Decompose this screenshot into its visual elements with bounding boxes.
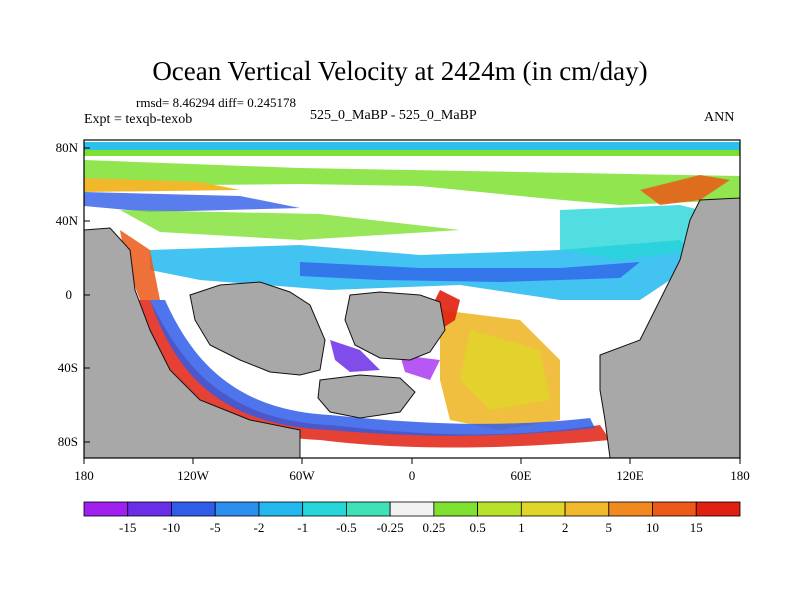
east-cyan: [560, 205, 720, 260]
land-central-west: [189, 281, 326, 376]
colorbar-swatch: [171, 501, 216, 517]
lon-tick-label: 120W: [177, 468, 210, 483]
colorbar-label: -15: [119, 520, 136, 535]
colorbar-swatch: [608, 501, 653, 517]
east-boundary-red: [640, 175, 730, 205]
colorbar-swatch: [127, 501, 172, 517]
colorbar-label: 1: [518, 520, 525, 535]
lon-tick-label: 120E: [616, 468, 644, 483]
south-ocean-yellow: [460, 330, 550, 410]
north-blue-band: [84, 192, 300, 212]
lat-axis: 80N 40N 0 40S 80S: [56, 140, 90, 449]
colorbar-label: -2: [254, 520, 265, 535]
colorbar-swatch: [520, 501, 566, 517]
colorbar-label: 5: [606, 520, 613, 535]
lon-axis: 180 120W 60W 0 60E 120E 180: [74, 458, 750, 483]
lon-tick-label: 180: [74, 468, 94, 483]
colorbar-label: -0.25: [377, 520, 404, 535]
arctic-band: [84, 142, 740, 152]
north-pacific-cyan: [84, 160, 740, 205]
land-east: [599, 197, 741, 459]
map-panel: [83, 139, 741, 459]
colorbar-swatch: [258, 501, 304, 517]
lat-tick-label: 80N: [56, 140, 79, 155]
plot-title: Ocean Vertical Velocity at 2424m (in cm/…: [152, 56, 648, 86]
colorbar-swatch: [302, 501, 347, 517]
land-south-island: [317, 374, 416, 419]
southern-blue-ring: [150, 300, 595, 436]
lon-tick-label: 180: [730, 468, 750, 483]
colorbar-swatch: [433, 501, 479, 517]
lon-tick-label: 60W: [289, 468, 315, 483]
colorbar-swatch: [477, 501, 522, 517]
lon-tick-label: 60E: [511, 468, 532, 483]
land-central-east: [344, 291, 446, 361]
experiment-label: Expt = texqb-texob: [84, 112, 193, 127]
north-orange-band: [84, 178, 240, 192]
west-coast-red: [120, 230, 160, 300]
colorbar-label: 15: [690, 520, 703, 535]
colorbar-label: -1: [297, 520, 308, 535]
colorbar-swatch: [652, 501, 697, 517]
lat-tick-label: 40S: [58, 360, 78, 375]
colorbar-label: -10: [163, 520, 180, 535]
colorbar-label: -5: [210, 520, 221, 535]
mid-ocean-purple: [330, 340, 380, 372]
colorbar-label: 0.5: [469, 520, 485, 535]
lon-tick-label: 0: [409, 468, 416, 483]
land-masses: [83, 197, 741, 459]
colorbar-label: 10: [646, 520, 659, 535]
lat-tick-label: 0: [66, 287, 73, 302]
season-label: ANN: [704, 110, 735, 125]
ocean-field: [84, 142, 740, 448]
colorbar-swatch: [389, 501, 435, 517]
colorbar-label: -0.5: [336, 520, 357, 535]
north-green-band2: [120, 210, 460, 240]
mid-ocean-purple2: [400, 355, 440, 380]
lat-tick-label: 40N: [56, 213, 79, 228]
colorbar-swatch: [345, 501, 391, 517]
case-label: 525_0_MaBP - 525_0_MaBP: [310, 108, 477, 123]
equatorial-blue: [300, 262, 640, 282]
lat-tick-label: 80S: [58, 434, 78, 449]
rmsd-stats: rmsd= 8.46294 diff= 0.245178: [136, 95, 296, 110]
colorbar-swatch: [83, 501, 129, 517]
colorbar-swatch: [695, 501, 741, 517]
colorbar-swatch: [564, 501, 610, 517]
colorbar-label: 2: [562, 520, 569, 535]
colorbar-label: 0.25: [422, 520, 445, 535]
arctic-green-band: [84, 150, 740, 156]
colorbar: -15 -10 -5 -2 -1 -0.5 -0.25 0.25 0.5 1 2 5 10 15: [83, 501, 741, 535]
colorbar-swatch: [214, 501, 260, 517]
